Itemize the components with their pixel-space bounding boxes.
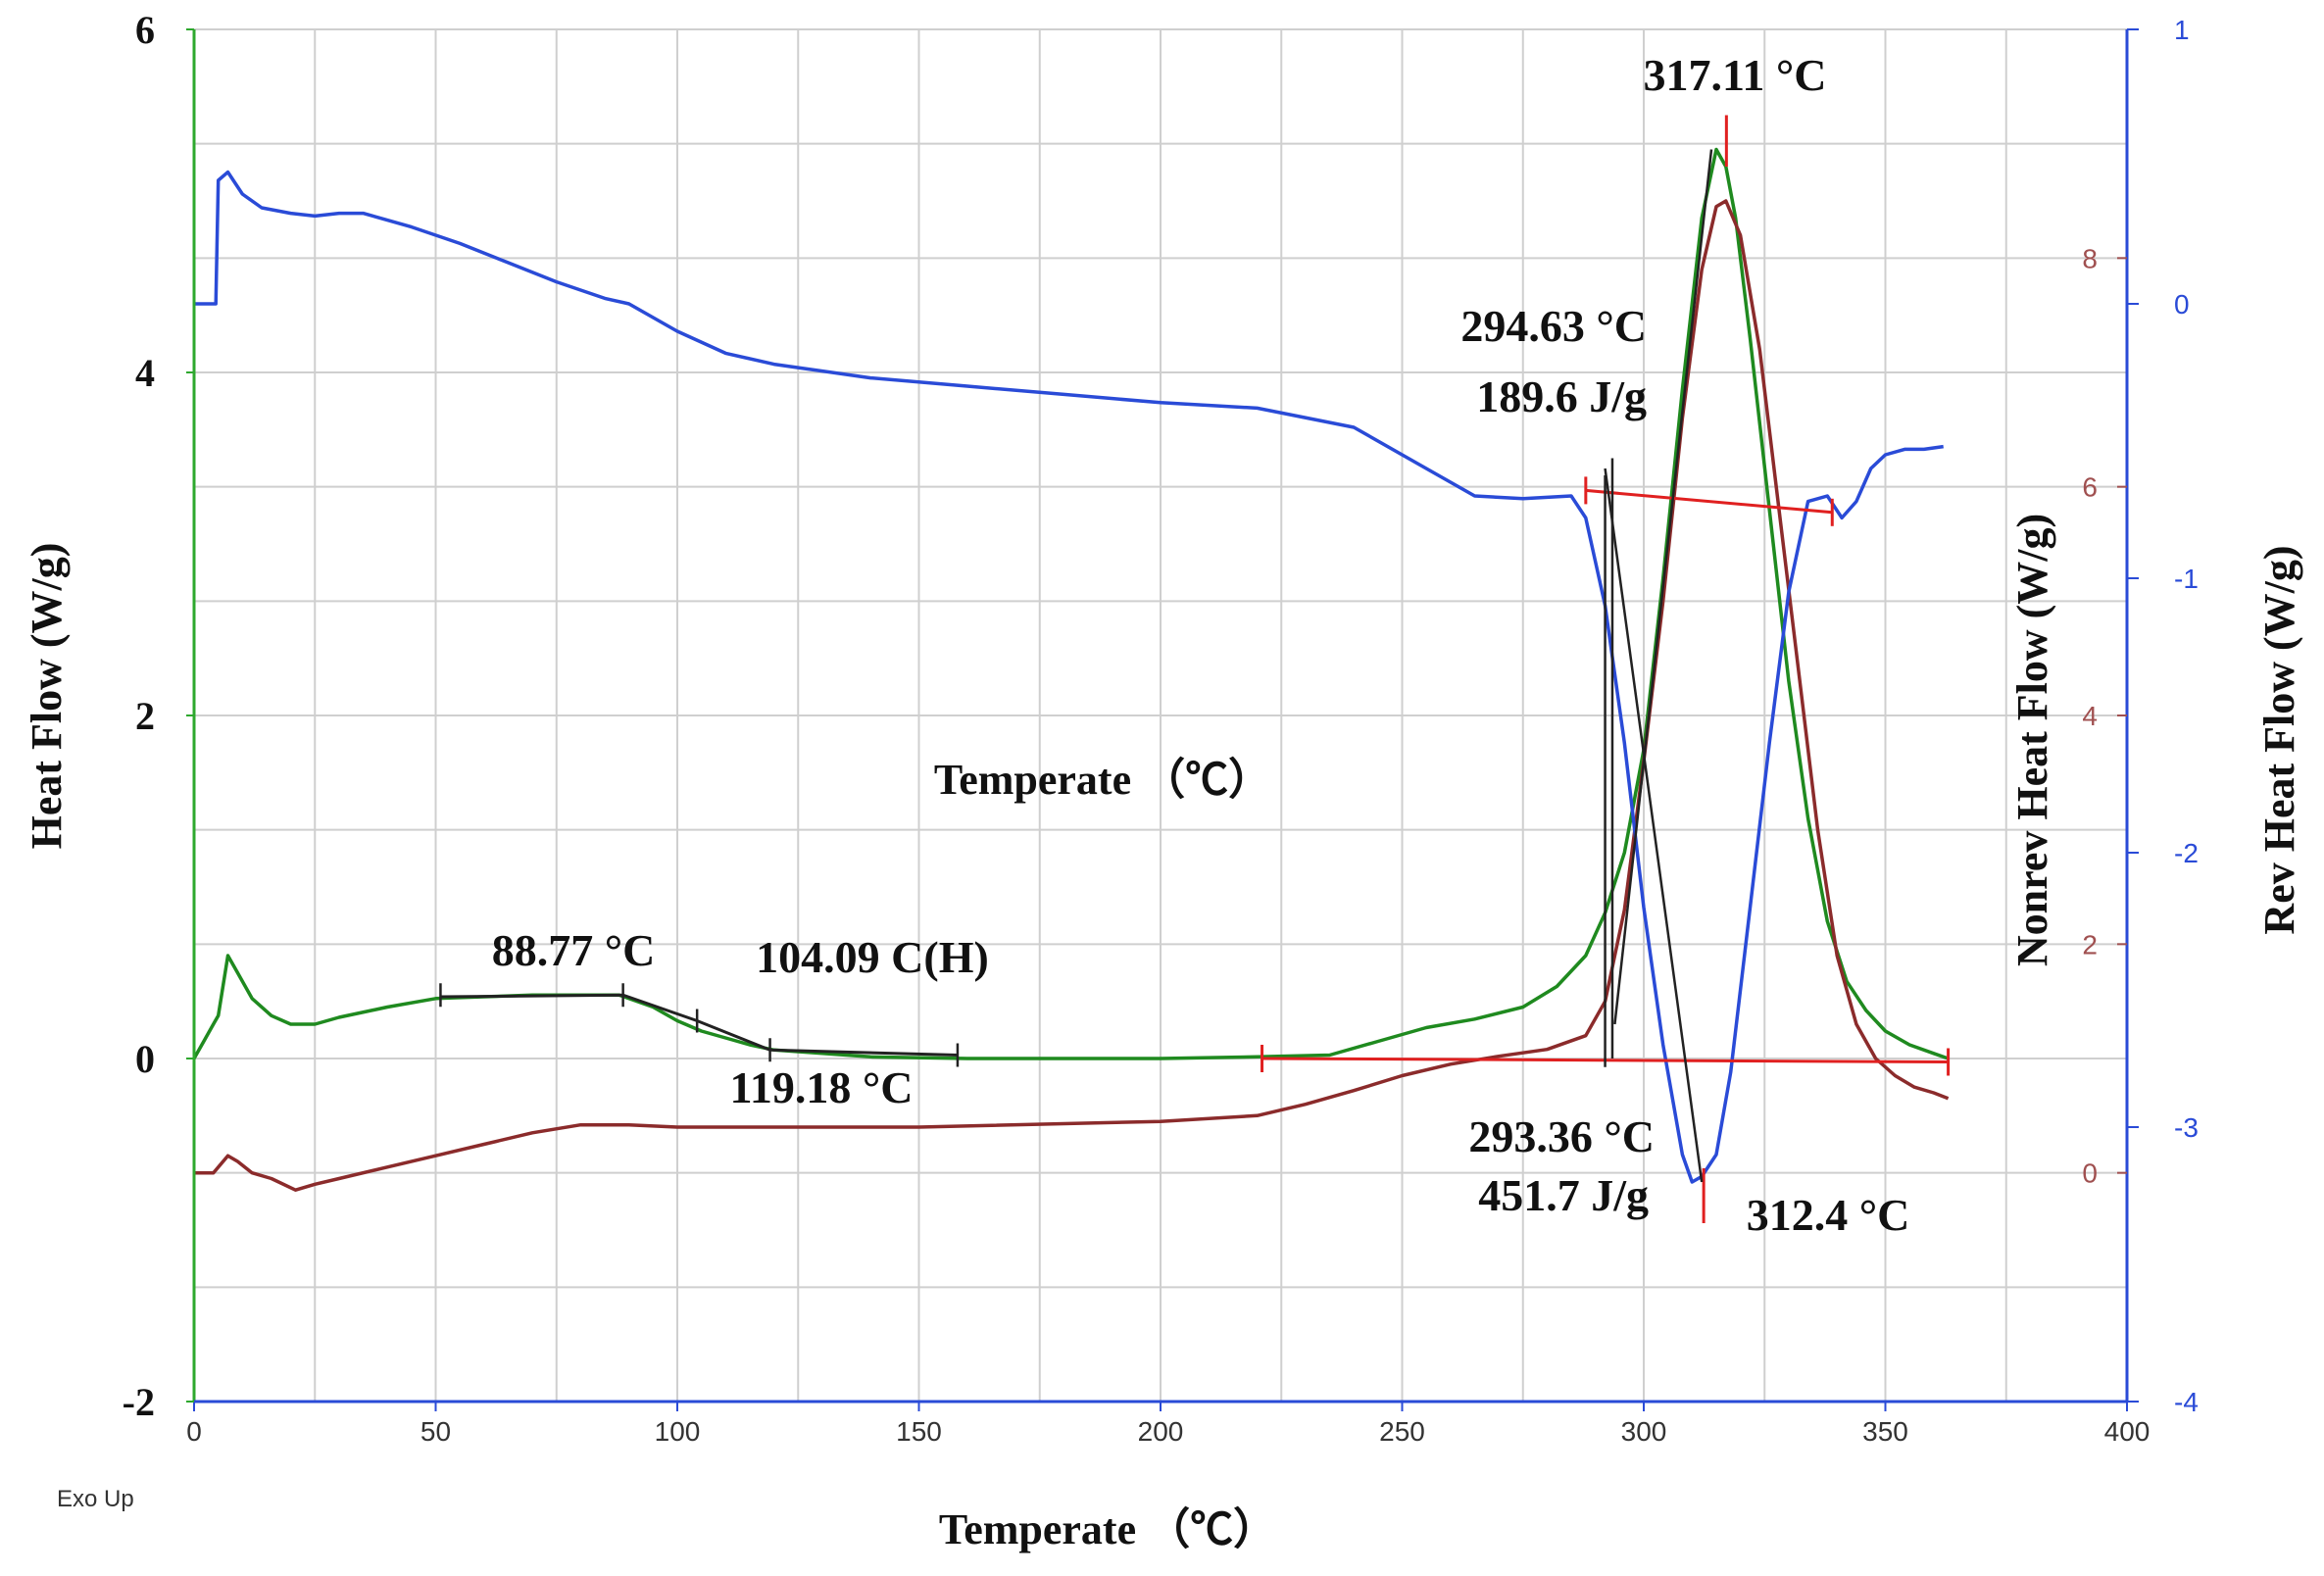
y-right2-tick-label: -2: [2174, 838, 2199, 868]
annotation-label: 189.6 J/g: [1476, 371, 1647, 421]
mid-temperature-label: Temperate （℃）: [934, 756, 1271, 804]
y-right1-tick-label: 8: [2082, 243, 2098, 273]
y-right2-title: Rev Heat Flow (W/g): [2255, 545, 2303, 934]
y-right1-tick-label: 0: [2082, 1158, 2098, 1189]
grid: [193, 28, 2128, 1403]
y-left-tick-label: 0: [135, 1037, 155, 1081]
y-right2-tick-label: -4: [2174, 1387, 2199, 1417]
x-axis-title: Temperate （℃）: [939, 1505, 1276, 1553]
annotation-label: 104.09 C(H): [756, 932, 989, 982]
y-right2-tick-label: -3: [2174, 1112, 2199, 1143]
onset-tangent-exo: [1613, 149, 1713, 1025]
x-tick-label: 100: [655, 1416, 701, 1447]
y-left-tick-label: 4: [135, 351, 155, 395]
exo-up-label: Exo Up: [57, 1486, 134, 1512]
y-right2-tick-label: 0: [2174, 289, 2190, 320]
y-right1-tick-label: 2: [2082, 929, 2098, 960]
x-tick-label: 150: [896, 1416, 942, 1447]
annotation-label: 317.11 °C: [1643, 50, 1826, 100]
y-left-title: Heat Flow (W/g): [23, 543, 71, 850]
y-right1-tick-label: 6: [2082, 472, 2098, 503]
y-right1-tick-label: 4: [2082, 701, 2098, 731]
y-right2-tick-label: -1: [2174, 564, 2199, 594]
y-left-tick-label: -2: [123, 1380, 155, 1424]
rev-baseline: [1585, 488, 1833, 515]
x-tick-label: 300: [1621, 1416, 1667, 1447]
glass-transition-fit: [440, 993, 958, 1057]
x-tick-label: 350: [1862, 1416, 1908, 1447]
y-right2-tick-label: 1: [2174, 15, 2190, 45]
x-tick-label: 200: [1138, 1416, 1184, 1447]
x-tick-label: 0: [186, 1416, 202, 1447]
annotations: 317.11 °C 294.63 °C 189.6 J/g 88.77 °C 104.0…: [492, 50, 1910, 1240]
annotation-label: 451.7 J/g: [1478, 1170, 1649, 1220]
y-left-tick-label: 2: [135, 694, 155, 738]
annotation-label: 88.77 °C: [492, 925, 656, 975]
x-tick-label: 50: [420, 1416, 451, 1447]
y-left-tick-label: 6: [135, 8, 155, 52]
y-right1-title: Nonrev Heat Flow (W/g): [2008, 514, 2056, 966]
annotation-label: 119.18 °C: [729, 1062, 913, 1112]
annotation-label: 293.36 °C: [1468, 1111, 1655, 1161]
x-tick-label: 400: [2104, 1416, 2151, 1447]
series-line-nonrev_heat_flow: [194, 199, 1950, 1192]
x-tick-label: 250: [1379, 1416, 1425, 1447]
series-line-rev_heat_flow: [194, 170, 1944, 1184]
onset-tangent-endo: [1604, 468, 1704, 1183]
axes: 0 50 100 150 200 250 300 350 400 -2 0 2 4 6 0 2 4 6 8 -4 -3 -…: [123, 8, 2199, 1447]
annotation-label: 312.4 °C: [1747, 1190, 1910, 1240]
series-line-heat_flow: [192, 147, 1950, 1060]
annotation-label: 294.63 °C: [1460, 301, 1647, 351]
series-layer: [192, 115, 1951, 1223]
